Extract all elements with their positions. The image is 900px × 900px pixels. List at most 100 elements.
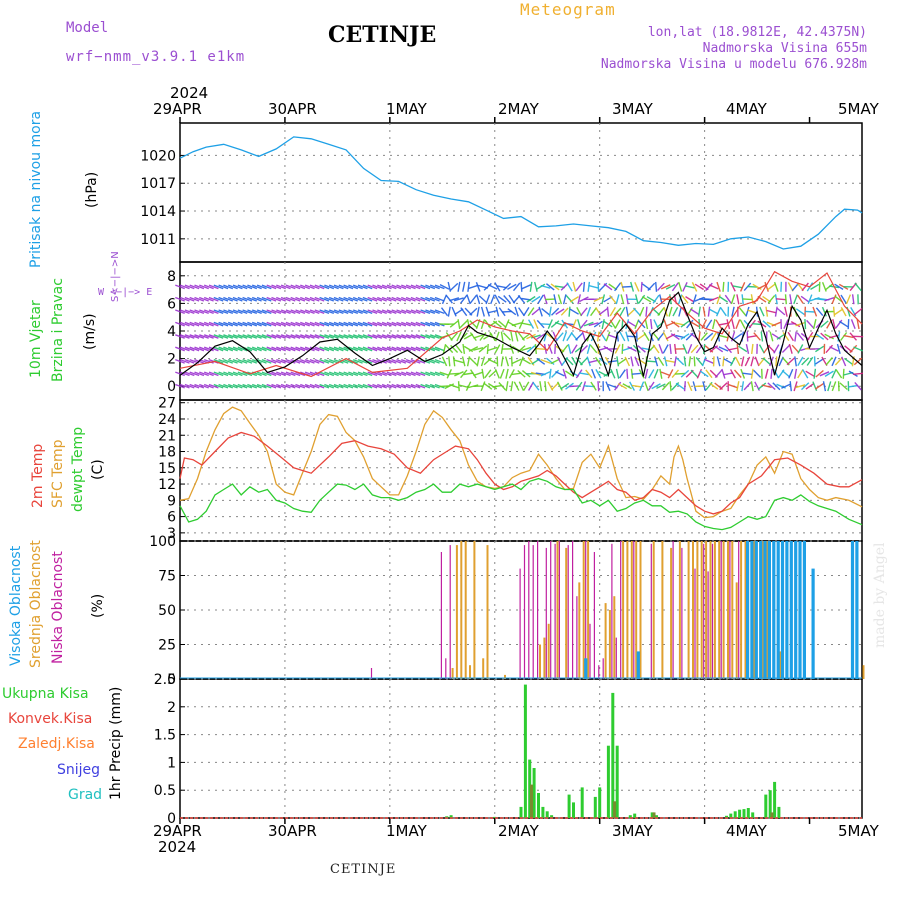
wind-arrow [645, 306, 648, 317]
pressure-label: Pritisak na nivou mora [28, 110, 44, 268]
wind-arrow [722, 281, 725, 292]
wind-arrow [708, 284, 719, 290]
wind-arrow [237, 334, 248, 339]
wind-direction-arrows [175, 281, 864, 392]
wind-arrow [746, 331, 749, 342]
wind-arrow [680, 369, 690, 378]
wind-arrow [821, 306, 827, 317]
wind-arrow [203, 321, 214, 327]
wind-arrow [801, 282, 809, 292]
wind-arrow [788, 368, 794, 379]
wind-arrow [742, 298, 753, 301]
cloud-bar [556, 541, 559, 679]
wind-arrow [740, 356, 745, 367]
cloud-bar [584, 658, 588, 679]
wind-arrow [832, 306, 836, 317]
wind-arrow [630, 356, 634, 367]
wind-arrow [650, 319, 653, 330]
wind-arrow [261, 296, 272, 302]
wind-arrow [685, 332, 694, 341]
wind-arrow [549, 368, 552, 379]
wind-arrow [256, 383, 267, 389]
precip-bar [742, 809, 746, 818]
wind-arrow [184, 296, 195, 302]
wind-arrow [561, 344, 569, 354]
wind-arrow [851, 294, 855, 305]
bottom-tick-label: 2MAY [498, 822, 539, 840]
wind-arrow [194, 371, 205, 377]
wind-arrow [352, 358, 363, 364]
wind-arrow [271, 296, 282, 302]
wind-arrow [338, 296, 349, 302]
wind-arrow [208, 383, 219, 389]
wind-arrow [581, 381, 587, 392]
wind-arrow [718, 295, 728, 303]
cloud-bar [705, 541, 708, 679]
wind-arrow [386, 346, 397, 352]
wind-arrow [333, 321, 344, 327]
wind-arrow [223, 371, 234, 377]
wind-arrow [280, 309, 291, 315]
wind-arrow [483, 357, 492, 366]
wind-arrow [276, 284, 286, 290]
wind-arrow [338, 334, 349, 339]
precip-bar [628, 815, 632, 818]
wind-arrow [520, 281, 523, 292]
wind-arrow [386, 334, 397, 339]
precip-bar [655, 815, 658, 818]
wind-arrow [596, 331, 600, 342]
wind-arrow [812, 306, 818, 317]
wind-arrow [580, 319, 588, 329]
wind-arrow [251, 321, 262, 327]
wind-arrow [668, 306, 673, 317]
wind-arrow [439, 371, 450, 376]
wind-arrow [476, 306, 480, 317]
wind-arrow [362, 346, 373, 352]
wind-arrow [831, 368, 837, 379]
wind-arrow [709, 308, 719, 315]
wind-arrow [665, 359, 676, 363]
cloud-bar [576, 596, 578, 679]
wind-arrow [314, 371, 325, 377]
wind-arrow [849, 332, 858, 341]
y-tick-label: 100 [149, 534, 176, 550]
wind-arrow [324, 309, 335, 315]
cloud-bar [633, 541, 635, 679]
wind-arrow [401, 321, 411, 327]
wind-arrow [429, 383, 440, 389]
wind-arrow [194, 296, 205, 302]
wind-arrow [232, 346, 243, 352]
wind-arrow [663, 356, 668, 367]
wind-arrow [396, 334, 407, 339]
wind-arrow [333, 383, 344, 389]
precip-bar [611, 692, 615, 818]
wind-arrow [644, 319, 649, 330]
wind-arrow [836, 343, 841, 354]
wind-arrow [466, 319, 471, 330]
wind-arrow [813, 368, 817, 379]
wind-arrow [223, 321, 234, 327]
wind-arrow [809, 297, 820, 302]
wind-arrow [391, 296, 402, 302]
wind-arrow [357, 346, 368, 352]
wind-arrow [352, 371, 363, 377]
wind-arrow [703, 343, 706, 354]
cloud-bar [729, 541, 731, 679]
wind-arrow [585, 369, 593, 379]
wind-arrow [738, 345, 748, 353]
cloud-bar [523, 545, 526, 679]
wind-arrow [324, 284, 335, 290]
wind-arrow [844, 345, 853, 353]
wind-arrow [434, 371, 445, 377]
wind-arrow [625, 319, 630, 330]
wind-arrow [714, 369, 723, 379]
wind-arrow [410, 371, 421, 377]
wind-arrow [804, 319, 807, 330]
wind-arrow [754, 356, 760, 367]
wind-arrow [367, 371, 378, 377]
bottom-tick-label: 3MAY [612, 822, 653, 840]
wind-arrow [615, 368, 620, 379]
wind-arrow [511, 358, 522, 365]
cloud-bar [650, 543, 652, 679]
precip-bar [613, 801, 617, 818]
